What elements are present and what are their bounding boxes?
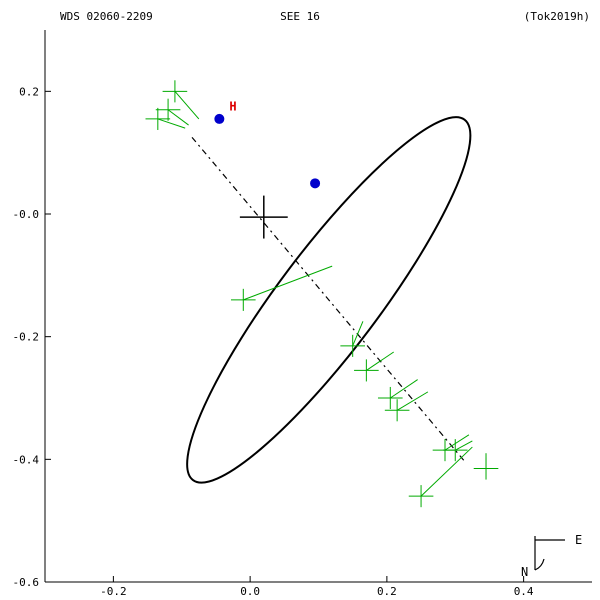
header-right: (Tok2019h) [524,10,590,23]
svg-text:-0.0: -0.0 [13,208,40,221]
header-center: SEE 16 [280,10,320,23]
orbit-plot: -0.2 0.0 0.2 0.4 0.2 -0.0 -0.2 -0.4 -0.6 H WDS 0… [0,0,600,600]
measurement-dot [310,178,320,188]
svg-text:0.2: 0.2 [377,585,397,598]
plot-background [0,0,600,600]
svg-text:-0.2: -0.2 [100,585,127,598]
svg-text:0.0: 0.0 [240,585,260,598]
hipparcos-mark: H [229,100,236,114]
svg-text:-0.4: -0.4 [13,453,40,466]
svg-text:0.4: 0.4 [514,585,534,598]
compass-label-east: E [575,533,582,547]
header-left: WDS 02060-2209 [60,10,153,23]
measurement-dot [214,114,224,124]
svg-text:-0.6: -0.6 [13,576,40,589]
svg-text:-0.2: -0.2 [13,331,40,344]
compass-label-north: N [521,565,528,579]
svg-text:0.2: 0.2 [19,85,39,98]
